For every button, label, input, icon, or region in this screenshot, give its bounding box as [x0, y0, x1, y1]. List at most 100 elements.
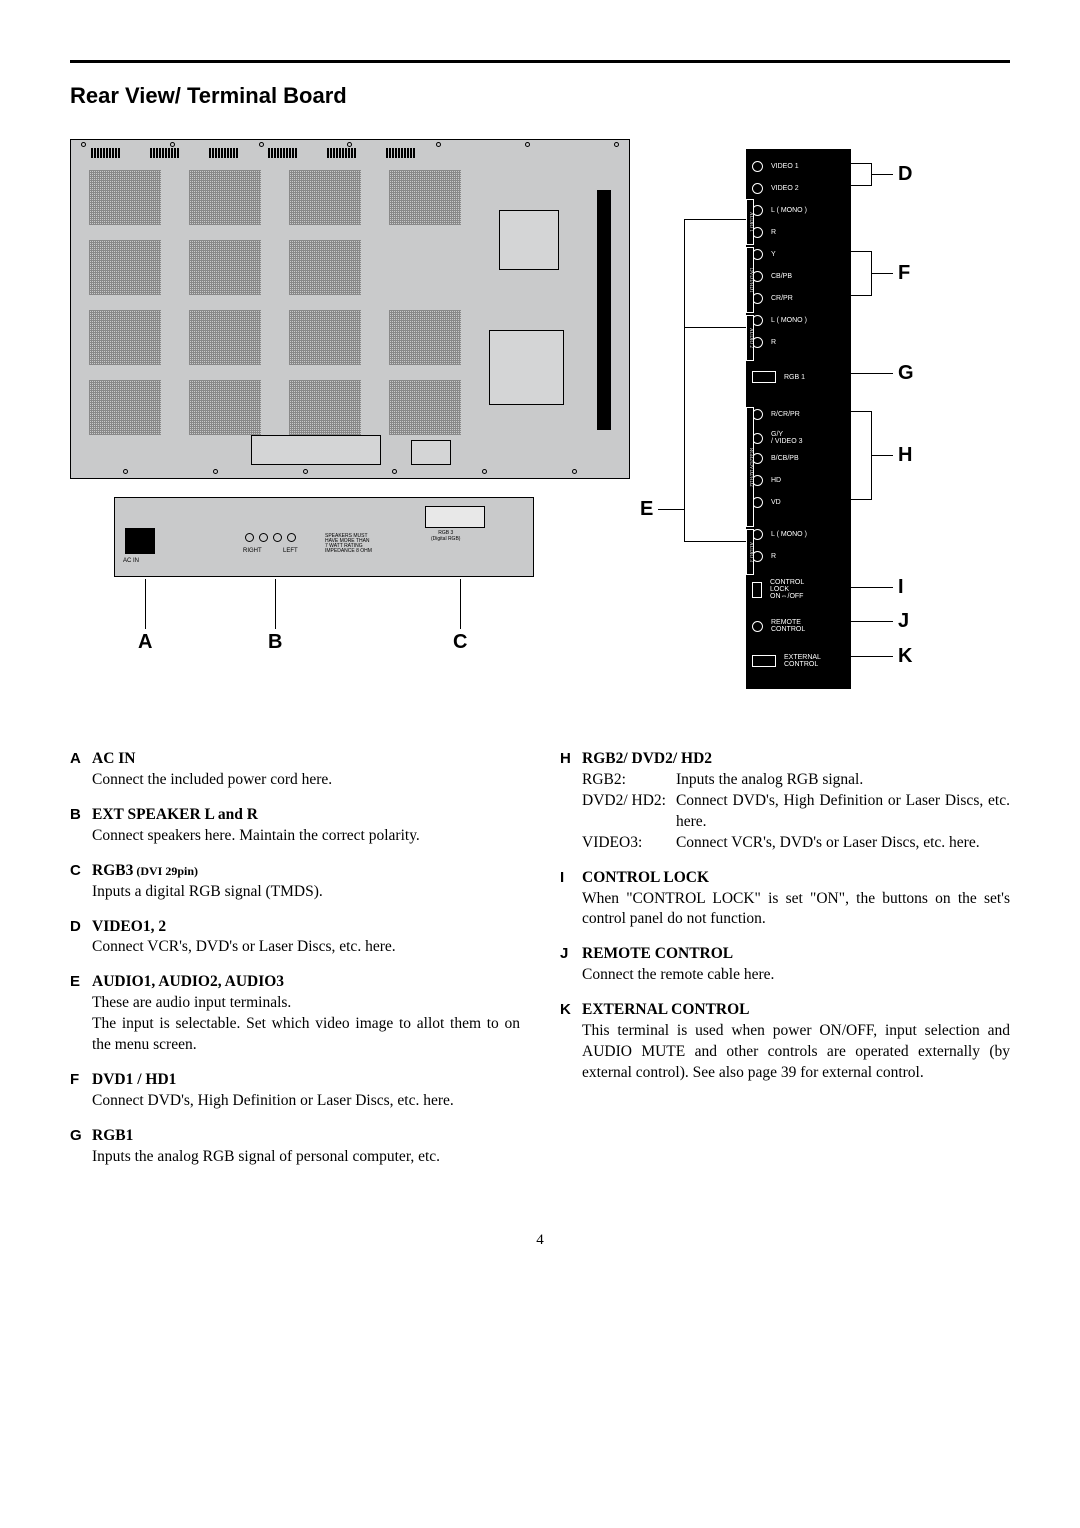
entry-body: DVD1 / HD1Connect DVD's, High Definition…	[92, 1070, 520, 1112]
port-label: Y	[771, 251, 776, 258]
entry-I: ICONTROL LOCKWhen "CONTROL LOCK" is set …	[560, 868, 1010, 931]
callout-B: B	[268, 631, 282, 654]
right-column: HRGB2/ DVD2/ HD2RGB2:Inputs the analog R…	[560, 749, 1010, 1182]
entry-H: HRGB2/ DVD2/ HD2RGB2:Inputs the analog R…	[560, 749, 1010, 854]
port-row: L ( MONO )	[752, 205, 845, 216]
port-label: B/CB/PB	[771, 455, 799, 462]
port-row: VIDEO 1	[752, 161, 845, 172]
port-label: R/CR/PR	[771, 411, 800, 418]
port-label: VIDEO 2	[771, 185, 799, 192]
port-row: EXTERNAL CONTROL	[752, 654, 845, 668]
entry-body: AC INConnect the included power cord her…	[92, 749, 520, 791]
port-label: L ( MONO )	[771, 317, 807, 324]
band-label: DVD1/HD1	[746, 247, 754, 313]
sub-key: DVD2/ HD2:	[582, 791, 676, 833]
main-panel	[70, 139, 630, 479]
entry-letter: G	[70, 1126, 92, 1168]
port-row: REMOTE CONTROL	[752, 619, 845, 633]
entry-A: AAC INConnect the included power cord he…	[70, 749, 520, 791]
sub-val: Connect VCR's, DVD's or Laser Discs, etc…	[676, 833, 1010, 854]
port-row: R	[752, 337, 845, 348]
entry-heading: EXT SPEAKER L and R	[92, 805, 520, 826]
vent-grid	[89, 170, 613, 450]
entry-body: AUDIO1, AUDIO2, AUDIO3These are audio in…	[92, 972, 520, 1056]
entry-body: RGB2/ DVD2/ HD2RGB2:Inputs the analog RG…	[582, 749, 1010, 854]
port-label: R	[771, 229, 776, 236]
entry-E: EAUDIO1, AUDIO2, AUDIO3These are audio i…	[70, 972, 520, 1056]
entry-body: EXTERNAL CONTROLThis terminal is used wh…	[582, 1000, 1010, 1084]
port-label: R	[771, 339, 776, 346]
entry-letter: J	[560, 944, 582, 986]
entry-heading: CONTROL LOCK	[582, 868, 1010, 889]
bottom-screws	[81, 469, 619, 474]
entry-C: CRGB3 (DVI 29pin)Inputs a digital RGB si…	[70, 861, 520, 903]
port-label: G/Y / VIDEO 3	[771, 431, 803, 445]
ac-in-label: AC IN	[123, 558, 139, 564]
entry-text: These are audio input terminals. The inp…	[92, 993, 520, 1056]
entry-body: EXT SPEAKER L and RConnect speakers here…	[92, 805, 520, 847]
port-label: HD	[771, 477, 781, 484]
port-row: L ( MONO )	[752, 315, 845, 326]
screws-top	[81, 142, 619, 147]
port-row: RGB 1	[752, 371, 845, 383]
rgb3-label: RGB 3 (Digital RGB)	[431, 530, 460, 542]
entry-letter: D	[70, 917, 92, 959]
entry-letter: B	[70, 805, 92, 847]
rear-view-diagram: AC IN RIGHT LEFT SPEAKERS MUST HAVE MORE…	[70, 139, 890, 709]
sub-val: Connect DVD's, High Definition or Laser …	[676, 791, 1010, 833]
port-row: VD	[752, 497, 845, 508]
entry-text: This terminal is used when power ON/OFF,…	[582, 1021, 1010, 1084]
band-label: AUDIO 1	[746, 199, 754, 245]
port-row: HD	[752, 475, 845, 486]
port-row: VIDEO 2	[752, 183, 845, 194]
entry-letter: F	[70, 1070, 92, 1112]
callout-J: J	[898, 610, 909, 633]
entry-letter: H	[560, 749, 582, 854]
right-label: RIGHT	[243, 548, 262, 554]
port-label: EXTERNAL CONTROL	[784, 654, 821, 668]
entry-heading: RGB1	[92, 1126, 520, 1147]
port-row: R	[752, 227, 845, 238]
port-label: REMOTE CONTROL	[771, 619, 805, 633]
port-row: B/CB/PB	[752, 453, 845, 464]
entry-heading: AUDIO1, AUDIO2, AUDIO3	[92, 972, 520, 993]
entry-text: Connect the included power cord here.	[92, 770, 520, 791]
entry-heading: AC IN	[92, 749, 520, 770]
port-label: L ( MONO )	[771, 531, 807, 538]
section-title: Rear View/ Terminal Board	[70, 83, 1010, 109]
entry-letter: E	[70, 972, 92, 1056]
vent-row	[91, 148, 415, 158]
entry-text: Connect the remote cable here.	[582, 965, 1010, 986]
entry-body: RGB3 (DVI 29pin)Inputs a digital RGB sig…	[92, 861, 520, 903]
port-row: CB/PB	[752, 271, 845, 282]
entry-body: CONTROL LOCKWhen "CONTROL LOCK" is set "…	[582, 868, 1010, 931]
entry-text: When "CONTROL LOCK" is set "ON", the but…	[582, 889, 1010, 931]
entry-text: Inputs the analog RGB signal of personal…	[92, 1147, 520, 1168]
left-column: AAC INConnect the included power cord he…	[70, 749, 520, 1182]
entry-heading: VIDEO1, 2	[92, 917, 520, 938]
port-row: R/CR/PR	[752, 409, 845, 420]
entry-text: Inputs a digital RGB signal (TMDS).	[92, 882, 520, 903]
entry-letter: C	[70, 861, 92, 903]
connector-strip: VIDEO 1 VIDEO 2 L ( MONO ) R Y CB/PB CR/PR L ( …	[746, 149, 851, 689]
callout-E: E	[640, 498, 653, 521]
port-label: VD	[771, 499, 781, 506]
entry-letter: A	[70, 749, 92, 791]
entry-B: BEXT SPEAKER L and RConnect speakers her…	[70, 805, 520, 847]
entry-body: REMOTE CONTROLConnect the remote cable h…	[582, 944, 1010, 986]
port-label: CR/PR	[771, 295, 793, 302]
entry-heading: DVD1 / HD1	[92, 1070, 520, 1091]
callout-G: G	[898, 362, 914, 385]
entry-body: RGB1Inputs the analog RGB signal of pers…	[92, 1126, 520, 1168]
callout-C: C	[453, 631, 467, 654]
top-rule	[70, 60, 1010, 63]
entry-J: JREMOTE CONTROLConnect the remote cable …	[560, 944, 1010, 986]
port-row: L ( MONO )	[752, 529, 845, 540]
port-label: L ( MONO )	[771, 207, 807, 214]
entry-G: GRGB1Inputs the analog RGB signal of per…	[70, 1126, 520, 1168]
band-label: AUDIO 3	[746, 529, 754, 575]
entry-text: Connect VCR's, DVD's or Laser Discs, etc…	[92, 937, 520, 958]
entry-heading: RGB2/ DVD2/ HD2	[582, 749, 1010, 770]
speaker-spec: SPEAKERS MUST HAVE MORE THAN 7 WATT RATI…	[325, 534, 372, 554]
callout-H: H	[898, 444, 912, 467]
